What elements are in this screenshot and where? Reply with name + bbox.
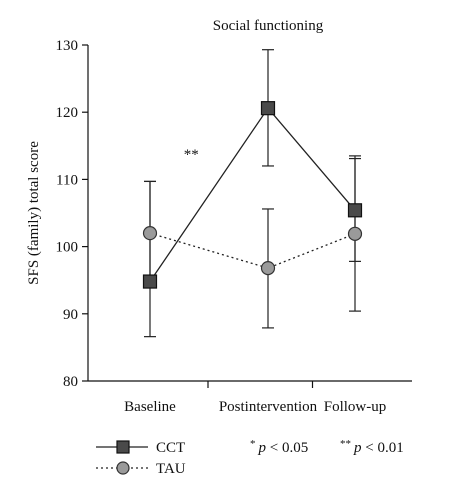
legend-item-cct: CCT [96,440,185,456]
chart-title: Social functioning [213,18,324,34]
y-tick-label: 130 [56,38,79,54]
legend: CCT TAU [96,440,186,477]
y-ticks: 80 90 100 110 120 130 [56,38,88,390]
series-layer [142,49,363,338]
legend-item-tau: TAU [96,461,186,477]
significance-legend-p01: ** p < 0.01 [340,438,404,456]
series-cct [144,49,361,338]
y-tick-label: 120 [56,105,79,121]
annotations: ** [184,147,199,163]
data-point-tau [347,226,363,241]
x-tick-label: Baseline [124,399,176,415]
data-point-cct [260,101,276,116]
y-axis-label: SFS (family) total score [26,141,42,285]
data-point-tau [142,226,158,241]
y-tick-label: 100 [56,240,79,256]
significance-legend: * p < 0.05 ** p < 0.01 [250,438,404,456]
y-tick-label: 90 [63,307,78,323]
series-line-tau [149,232,356,269]
y-tick-label: 110 [56,172,78,188]
legend-marker [116,440,130,454]
legend-marker [116,461,130,475]
x-tick-label: Follow-up [324,399,387,415]
y-tick-label: 80 [63,374,78,390]
significance-legend-p05: * p < 0.05 [250,438,308,456]
data-point-cct [347,203,363,218]
data-point-cct [142,274,158,289]
series-line-cct [149,107,356,282]
x-tick-label: Postintervention [219,399,318,415]
legend-label: CCT [156,440,185,456]
significance-annotation: ** [184,147,199,163]
x-ticks: Baseline Postintervention Follow-up [124,381,386,415]
axes [87,45,412,382]
data-point-tau [260,261,276,276]
legend-label: TAU [156,461,186,477]
